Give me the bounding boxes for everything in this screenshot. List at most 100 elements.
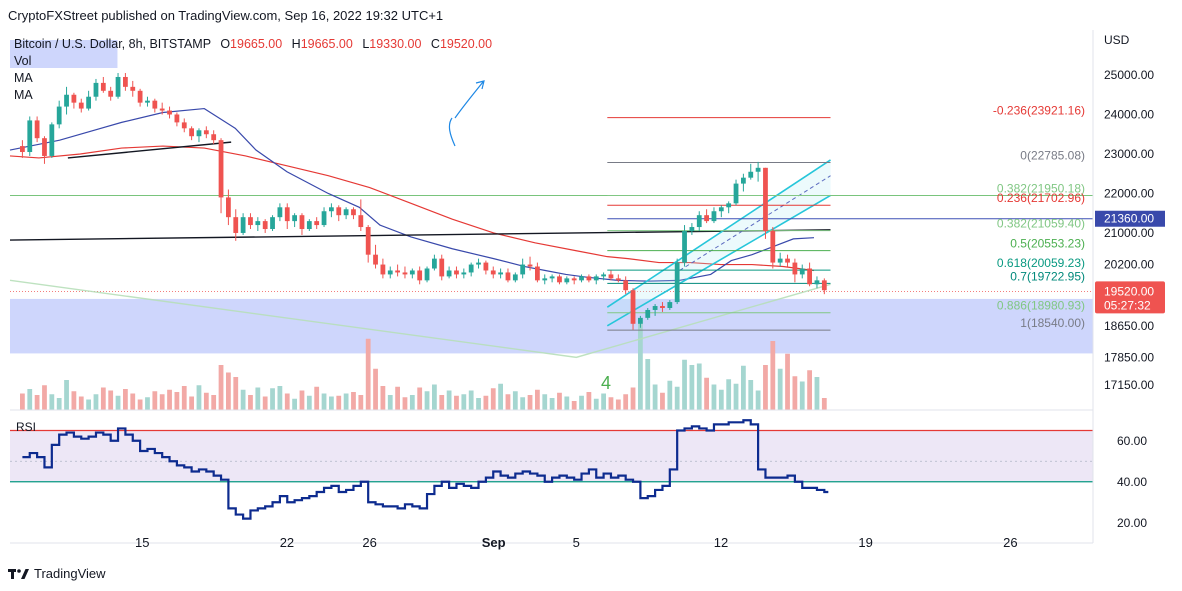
candle-body	[306, 221, 312, 230]
rsi-tick-label: 60.00	[1117, 434, 1147, 448]
volume-bar	[785, 353, 790, 410]
candle-body	[137, 90, 143, 103]
drawn-arrow	[448, 80, 485, 147]
volume-bar	[395, 386, 401, 410]
volume-bar	[807, 370, 812, 410]
candle-body	[490, 270, 496, 275]
candle-body	[593, 276, 599, 281]
candle-body	[351, 209, 356, 216]
candle-body	[78, 102, 84, 109]
volume-bar	[211, 395, 217, 410]
legend-vol[interactable]: Vol	[14, 54, 32, 68]
volume-bar	[593, 398, 599, 410]
time-tick-label: 26	[1003, 535, 1017, 550]
volume-bar	[667, 380, 673, 410]
candle-body	[314, 221, 320, 226]
rsi-line	[22, 419, 829, 520]
volume-bar	[446, 390, 452, 410]
candle-body	[248, 217, 253, 226]
volume-bar	[549, 398, 555, 410]
candle-body	[571, 278, 577, 281]
price-tick-label: 25000.00	[1104, 68, 1154, 82]
volume-bar	[34, 395, 40, 410]
volume-bar	[718, 389, 724, 410]
volume-bar	[27, 389, 33, 410]
volume-bar	[86, 399, 92, 410]
candle-body	[432, 258, 437, 269]
volume-bar	[571, 401, 577, 410]
candle-body	[615, 278, 621, 281]
volume-bar	[454, 395, 459, 410]
volume-bar	[770, 341, 776, 410]
high-label: H	[291, 37, 301, 51]
volume-bar	[284, 393, 290, 410]
volume-bar	[203, 392, 209, 410]
candle-body	[748, 171, 754, 178]
candle-body	[821, 280, 827, 291]
volume-bar	[292, 398, 298, 410]
volume-bar	[792, 376, 798, 410]
candle-body	[446, 270, 452, 277]
volume-bar	[329, 396, 334, 410]
candle-body	[601, 274, 606, 277]
candle-body	[638, 317, 643, 324]
candle-body	[454, 270, 459, 275]
volume-bar	[638, 320, 643, 410]
wave-annotation-4: 4	[601, 373, 611, 393]
volume-bar	[387, 395, 393, 410]
candle-body	[682, 230, 687, 263]
candle-body	[461, 272, 467, 275]
volume-bar	[314, 386, 320, 410]
candle-body	[468, 264, 474, 273]
legend-ma-slow[interactable]: MA	[14, 88, 33, 102]
candle-body	[726, 203, 732, 208]
candle-body	[660, 306, 665, 308]
candle-body	[321, 211, 327, 226]
candle-body	[402, 272, 408, 275]
volume-bar	[432, 384, 437, 410]
candle-body	[329, 207, 334, 212]
candle-body	[93, 82, 99, 97]
legend-ma-fast[interactable]: MA	[14, 71, 33, 85]
rsi-pane-label[interactable]: RSI	[16, 420, 37, 434]
volume-bar	[564, 396, 570, 410]
candle-body	[740, 177, 746, 184]
candle-body	[512, 274, 518, 281]
volume-bar	[763, 365, 768, 410]
volume-bar	[240, 389, 246, 410]
channel-lower-line	[606, 194, 831, 327]
tradingview-brand[interactable]: TradingView	[8, 566, 106, 581]
volume-bar	[696, 363, 702, 410]
candle-body	[64, 94, 69, 107]
candle-body	[292, 215, 298, 222]
candle-body	[299, 215, 305, 230]
volume-bar	[189, 396, 195, 410]
candle-body	[814, 280, 820, 285]
candle-body	[152, 100, 158, 109]
high-value: 19665.00	[300, 37, 353, 51]
channel-fill	[607, 159, 831, 326]
candle-body	[579, 276, 584, 281]
candle-body	[623, 280, 629, 291]
fib-level-label: -0.236(23921.16)	[993, 104, 1085, 118]
volume-bar	[299, 390, 305, 410]
volume-bar	[505, 394, 511, 410]
volume-bar	[740, 365, 746, 410]
blue-level-badge-label: 21360.00	[1104, 212, 1154, 226]
candle-body	[196, 130, 202, 137]
candle-body	[211, 134, 217, 141]
candle-body	[667, 302, 673, 308]
symbol-title[interactable]: Bitcoin / U.S. Dollar, 8h, BITSTAMP	[14, 37, 211, 51]
brand-label: TradingView	[34, 566, 106, 581]
volume-bar	[262, 396, 268, 410]
candle-body	[696, 215, 702, 228]
price-tick-label: 23000.00	[1104, 147, 1154, 161]
volume-bar	[704, 377, 709, 410]
candle-body	[145, 100, 150, 103]
volume-bar	[49, 394, 55, 410]
volume-bar	[586, 392, 592, 410]
candle-body	[343, 209, 349, 216]
volume-bar	[542, 394, 548, 410]
volume-bar	[527, 395, 533, 410]
fib-level-label: 0.5(20553.23)	[1010, 237, 1085, 251]
